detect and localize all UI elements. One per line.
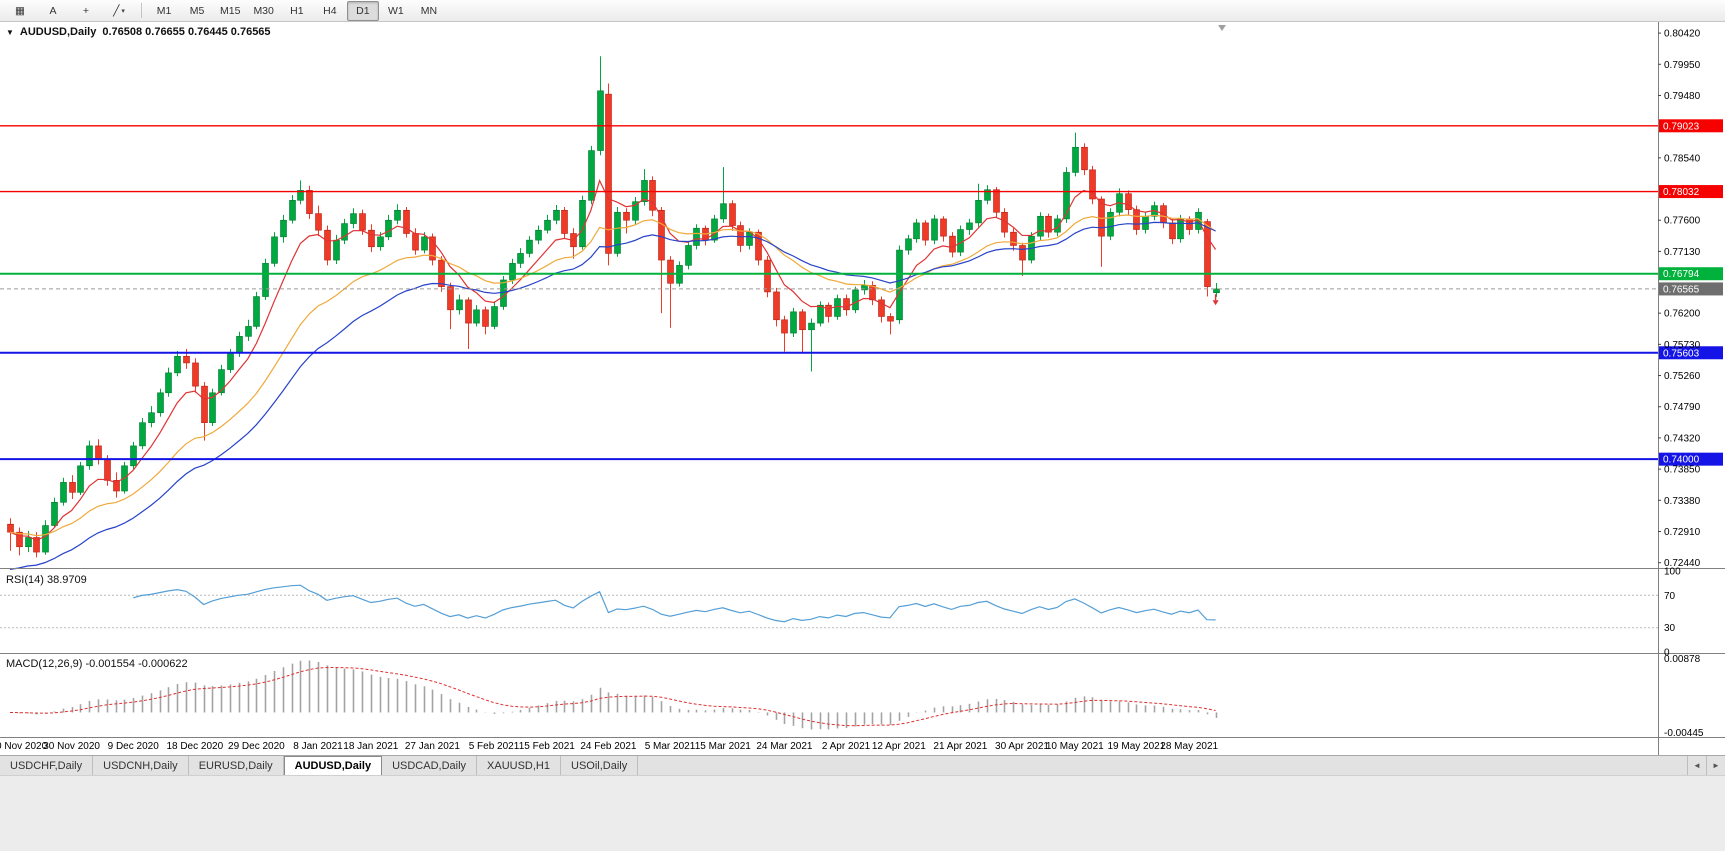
ma-lines xyxy=(9,178,1217,570)
sell-arrow-icon xyxy=(1212,300,1219,306)
svg-text:18 Dec 2020: 18 Dec 2020 xyxy=(166,741,223,752)
svg-text:0.76565: 0.76565 xyxy=(1663,284,1700,295)
ma-slow-blue xyxy=(9,221,1216,570)
svg-text:0: 0 xyxy=(1664,648,1670,659)
svg-text:0.74000: 0.74000 xyxy=(1663,455,1700,466)
svg-text:30 Apr 2021: 30 Apr 2021 xyxy=(995,741,1049,752)
rsi-pane: 100 70 30 0 xyxy=(0,567,1681,659)
svg-text:0.75603: 0.75603 xyxy=(1663,348,1700,359)
svg-text:28 May 2021: 28 May 2021 xyxy=(1160,741,1218,752)
svg-text:24 Feb 2021: 24 Feb 2021 xyxy=(580,741,637,752)
chart-tab-usdcnh[interactable]: USDCNH,Daily xyxy=(93,756,189,775)
timeframe-mn-button[interactable]: MN xyxy=(420,4,438,17)
timeframe-m15-button[interactable]: M15 xyxy=(220,4,241,17)
timeframe-m30-button[interactable]: M30 xyxy=(253,4,274,17)
svg-text:0.73380: 0.73380 xyxy=(1664,496,1701,507)
ma-fast-red xyxy=(9,178,1217,541)
svg-text:0.72910: 0.72910 xyxy=(1664,527,1701,538)
chart-tab-audusd[interactable]: AUDUSD,Daily xyxy=(283,756,383,775)
window-background xyxy=(0,775,1725,851)
svg-text:29 Dec 2020: 29 Dec 2020 xyxy=(228,741,285,752)
timeframe-d1-button[interactable]: D1 xyxy=(346,0,379,21)
svg-text:20 Nov 2020: 20 Nov 2020 xyxy=(0,741,48,752)
chart-menu-icon[interactable]: ▼ xyxy=(6,27,14,37)
svg-text:15 Mar 2021: 15 Mar 2021 xyxy=(695,741,752,752)
chart-tab-usdcad[interactable]: USDCAD,Daily xyxy=(382,756,478,775)
svg-text:10 May 2021: 10 May 2021 xyxy=(1046,741,1104,752)
svg-text:15 Feb 2021: 15 Feb 2021 xyxy=(519,741,576,752)
current-price-line: 0.76565 xyxy=(0,282,1723,296)
timeframe-h1-button[interactable]: H1 xyxy=(290,4,304,17)
tab-scroll-group: ◄ ► xyxy=(1687,756,1725,775)
chart-tab-eurusd[interactable]: EURUSD,Daily xyxy=(189,756,284,775)
svg-text:0.79950: 0.79950 xyxy=(1664,60,1701,71)
svg-text:30 Nov 2020: 30 Nov 2020 xyxy=(43,741,100,752)
timeframe-h4-button[interactable]: H4 xyxy=(323,4,337,17)
svg-text:0.77600: 0.77600 xyxy=(1664,216,1701,227)
timeframe-m1-button[interactable]: M1 xyxy=(156,4,172,17)
svg-text:30: 30 xyxy=(1664,623,1676,634)
chart-tab-bar: USDCHF,Daily USDCNH,Daily EURUSD,Daily AUDU… xyxy=(0,755,1725,775)
chart-markers xyxy=(1212,25,1226,306)
svg-text:8 Jan 2021: 8 Jan 2021 xyxy=(293,741,343,752)
svg-text:0.00878: 0.00878 xyxy=(1664,654,1701,665)
svg-text:0.75260: 0.75260 xyxy=(1664,371,1701,382)
crosshair-tool[interactable]: + xyxy=(82,4,90,17)
svg-text:100: 100 xyxy=(1664,567,1681,578)
svg-text:0.75730: 0.75730 xyxy=(1664,340,1701,351)
svg-text:0.72440: 0.72440 xyxy=(1664,558,1701,569)
pane-separators xyxy=(0,568,1725,738)
chart-tab-xauusd[interactable]: XAUUSD,H1 xyxy=(477,756,561,775)
macd-signal-line xyxy=(9,667,1216,727)
svg-text:18 Jan 2021: 18 Jan 2021 xyxy=(343,741,398,752)
svg-text:0.76794: 0.76794 xyxy=(1663,269,1700,280)
svg-text:24 Mar 2021: 24 Mar 2021 xyxy=(756,741,813,752)
text-label-tool[interactable]: A xyxy=(49,4,57,17)
svg-text:0.77130: 0.77130 xyxy=(1664,247,1701,258)
rsi-line xyxy=(133,584,1216,623)
macd-pane: 0.00878 -0.00445 xyxy=(9,654,1704,739)
svg-text:0.78032: 0.78032 xyxy=(1663,187,1700,198)
svg-text:27 Jan 2021: 27 Jan 2021 xyxy=(405,741,460,752)
toolbar-separator xyxy=(141,3,142,18)
svg-text:0.76200: 0.76200 xyxy=(1664,309,1701,320)
top-toolbar: ▦ A + ╱ ▾ M1 M5 M15 M30 H1 H4 D1 W1 MN xyxy=(0,0,1725,22)
draw-tools-dropdown[interactable]: ╱ ▾ xyxy=(113,4,125,17)
svg-text:70: 70 xyxy=(1664,591,1676,602)
svg-text:0.78540: 0.78540 xyxy=(1664,153,1701,164)
svg-text:2 Apr 2021: 2 Apr 2021 xyxy=(822,741,871,752)
svg-text:0.73850: 0.73850 xyxy=(1664,465,1701,476)
timeframe-m5-button[interactable]: M5 xyxy=(189,4,205,17)
svg-text:5 Mar 2021: 5 Mar 2021 xyxy=(645,741,696,752)
svg-text:0.74320: 0.74320 xyxy=(1664,433,1701,444)
svg-text:0.80420: 0.80420 xyxy=(1664,29,1701,40)
svg-text:9 Dec 2020: 9 Dec 2020 xyxy=(108,741,160,752)
tab-scroll-right-button[interactable]: ► xyxy=(1706,756,1725,775)
svg-text:5 Feb 2021: 5 Feb 2021 xyxy=(469,741,520,752)
support-resistance-lines: 0.79023 0.78032 0.76794 0.75603 0.74000 xyxy=(0,119,1723,466)
charts-panel-icon[interactable]: ▦ xyxy=(15,4,25,17)
chart-canvas[interactable]: 0.79023 0.78032 0.76794 0.75603 0.74000 0.765… xyxy=(0,22,1725,755)
svg-text:19 May 2021: 19 May 2021 xyxy=(1107,741,1165,752)
tab-scroll-left-button[interactable]: ◄ xyxy=(1687,756,1706,775)
svg-text:12 Apr 2021: 12 Apr 2021 xyxy=(872,741,926,752)
svg-text:-0.00445: -0.00445 xyxy=(1664,728,1704,739)
svg-text:0.79480: 0.79480 xyxy=(1664,91,1701,102)
candles xyxy=(7,56,1220,558)
timeframe-w1-button[interactable]: W1 xyxy=(388,4,404,17)
chart-window: 0.79023 0.78032 0.76794 0.75603 0.74000 0.765… xyxy=(0,22,1725,755)
chart-shift-marker-icon xyxy=(1218,25,1226,31)
ma-mid-orange xyxy=(9,214,1216,537)
svg-text:0.74790: 0.74790 xyxy=(1664,402,1701,413)
svg-text:0.79023: 0.79023 xyxy=(1663,121,1700,132)
chart-tab-usoil[interactable]: USOil,Daily xyxy=(561,756,639,775)
svg-text:21 Apr 2021: 21 Apr 2021 xyxy=(933,741,987,752)
chart-tab-usdchf[interactable]: USDCHF,Daily xyxy=(0,756,94,775)
chevron-down-icon: ▾ xyxy=(121,7,125,15)
price-axis: 0.80420 0.79950 0.79480 0.78540 0.77600 0.771… xyxy=(1658,22,1701,755)
